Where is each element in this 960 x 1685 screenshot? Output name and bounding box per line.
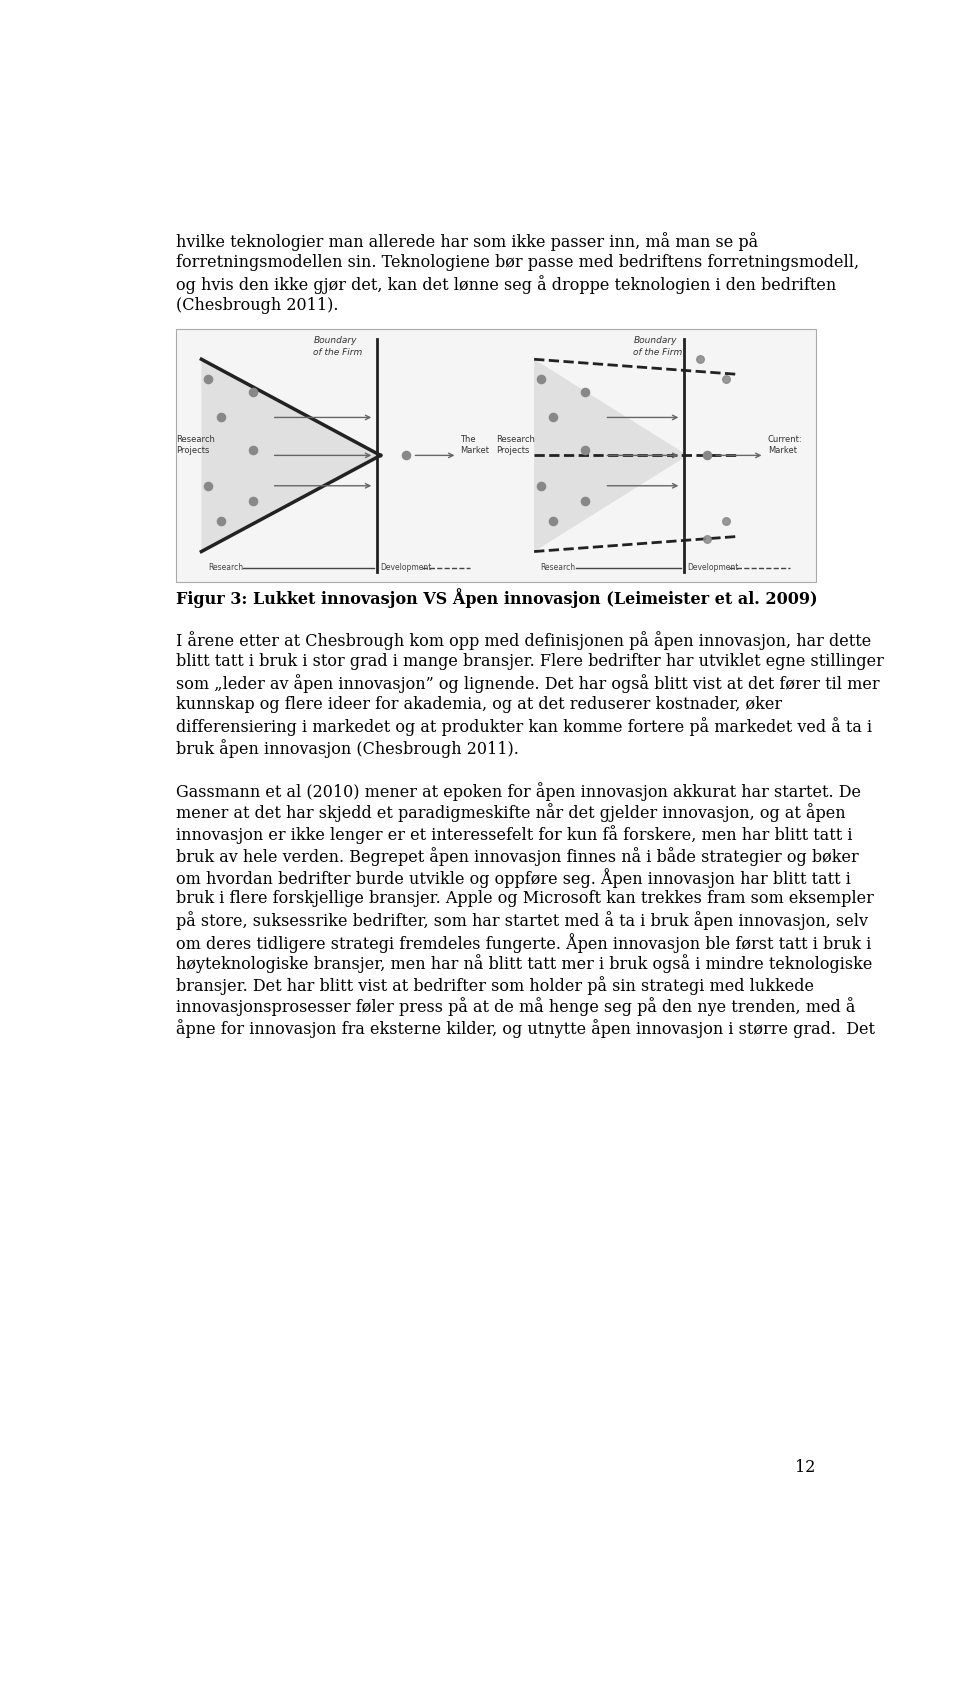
Text: åpne for innovasjon fra eksterne kilder, og utnytte åpen innovasjon i større gra: åpne for innovasjon fra eksterne kilder,… xyxy=(176,1019,875,1038)
Text: Development: Development xyxy=(380,563,432,573)
Text: som „leder av åpen innovasjon” og lignende. Det har også blitt vist at det fører: som „leder av åpen innovasjon” og lignen… xyxy=(176,674,879,693)
Text: Research: Research xyxy=(540,563,576,573)
Point xyxy=(533,366,548,393)
Point xyxy=(578,487,593,514)
Point xyxy=(200,472,215,499)
Text: bruk åpen innovasjon (Chesbrough 2011).: bruk åpen innovasjon (Chesbrough 2011). xyxy=(176,740,518,758)
Text: Current:
Market: Current: Market xyxy=(768,435,803,455)
Text: Development: Development xyxy=(687,563,739,573)
Point xyxy=(578,436,593,463)
Point xyxy=(245,379,260,406)
Point xyxy=(398,441,414,468)
Point xyxy=(200,366,215,393)
Text: mener at det har skjedd et paradigmeskifte når det gjelder innovasjon, og at åpe: mener at det har skjedd et paradigmeskif… xyxy=(176,804,846,822)
Text: på store, suksessrike bedrifter, som har startet med å ta i bruk åpen innovasjon: på store, suksessrike bedrifter, som har… xyxy=(176,912,868,930)
Text: differensiering i markedet og at produkter kan komme fortere på markedet ved å t: differensiering i markedet og at produkt… xyxy=(176,718,872,736)
Text: Research: Research xyxy=(207,563,243,573)
Text: bruk av hele verden. Begrepet åpen innovasjon finnes nå i både strategier og bøk: bruk av hele verden. Begrepet åpen innov… xyxy=(176,846,858,866)
Text: høyteknologiske bransjer, men har nå blitt tatt mer i bruk også i mindre teknolo: høyteknologiske bransjer, men har nå bli… xyxy=(176,954,873,974)
Text: (Chesbrough 2011).: (Chesbrough 2011). xyxy=(176,297,338,313)
Text: Boundary
of the Firm: Boundary of the Firm xyxy=(634,337,683,357)
Point xyxy=(213,404,228,431)
Text: The
Market: The Market xyxy=(461,435,490,455)
Text: om deres tidligere strategi fremdeles fungerte. Åpen innovasjon ble først tatt i: om deres tidligere strategi fremdeles fu… xyxy=(176,933,871,952)
Text: bransjer. Det har blitt vist at bedrifter som holder på sin strategi med lukkede: bransjer. Det har blitt vist at bedrifte… xyxy=(176,976,814,994)
Bar xyxy=(176,329,816,581)
Point xyxy=(699,526,714,553)
Point xyxy=(245,487,260,514)
Text: Research
Projects: Research Projects xyxy=(176,435,215,455)
Point xyxy=(718,366,733,393)
Polygon shape xyxy=(534,359,687,551)
Point xyxy=(545,507,561,534)
Text: hvilke teknologier man allerede har som ikke passer inn, må man se på: hvilke teknologier man allerede har som … xyxy=(176,233,758,251)
Point xyxy=(533,472,548,499)
Text: bruk i flere forskjellige bransjer. Apple og Microsoft kan trekkes fram som ekse: bruk i flere forskjellige bransjer. Appl… xyxy=(176,890,874,907)
Text: Boundary
of the Firm: Boundary of the Firm xyxy=(313,337,363,357)
Text: blitt tatt i bruk i stor grad i mange bransjer. Flere bedrifter har utviklet egn: blitt tatt i bruk i stor grad i mange br… xyxy=(176,652,883,671)
Text: Gassmann et al (2010) mener at epoken for åpen innovasjon akkurat har startet. D: Gassmann et al (2010) mener at epoken fo… xyxy=(176,782,861,800)
Point xyxy=(699,441,714,468)
Point xyxy=(213,507,228,534)
Text: 12: 12 xyxy=(795,1459,816,1476)
Text: innovasjonsprosesser føler press på at de må henge seg på den nye trenden, med å: innovasjonsprosesser føler press på at d… xyxy=(176,998,855,1016)
Text: om hvordan bedrifter burde utvikle og oppføre seg. Åpen innovasjon har blitt tat: om hvordan bedrifter burde utvikle og op… xyxy=(176,868,851,888)
Point xyxy=(578,379,593,406)
Text: kunnskap og flere ideer for akademia, og at det reduserer kostnader, øker: kunnskap og flere ideer for akademia, og… xyxy=(176,696,782,713)
Text: Figur 3: Lukket innovasjon VS Åpen innovasjon (Leimeister et al. 2009): Figur 3: Lukket innovasjon VS Åpen innov… xyxy=(176,588,817,608)
Text: I årene etter at Chesbrough kom opp med definisjonen på åpen innovasjon, har det: I årene etter at Chesbrough kom opp med … xyxy=(176,632,871,650)
Text: innovasjon er ikke lenger er et interessefelt for kun få forskere, men har blitt: innovasjon er ikke lenger er et interess… xyxy=(176,826,852,844)
Point xyxy=(718,507,733,534)
Text: Research
Projects: Research Projects xyxy=(495,435,535,455)
Point xyxy=(693,345,708,372)
Text: forretningsmodellen sin. Teknologiene bør passe med bedriftens forretningsmodell: forretningsmodellen sin. Teknologiene bø… xyxy=(176,253,859,271)
Point xyxy=(245,436,260,463)
Point xyxy=(545,404,561,431)
Text: og hvis den ikke gjør det, kan det lønne seg å droppe teknologien i den bedrifte: og hvis den ikke gjør det, kan det lønne… xyxy=(176,275,836,293)
Polygon shape xyxy=(202,359,380,551)
